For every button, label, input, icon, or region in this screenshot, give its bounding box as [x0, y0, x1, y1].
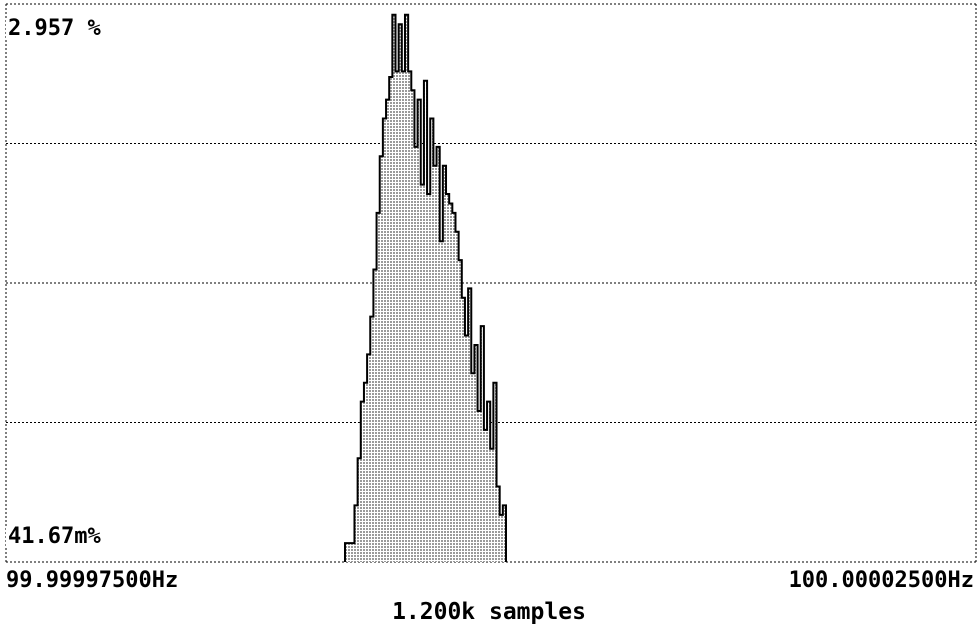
histogram-bar	[363, 382, 368, 562]
histogram-bar	[474, 344, 478, 562]
histogram-bar	[379, 156, 384, 563]
histogram-bar	[452, 212, 456, 562]
histogram-bar	[376, 212, 381, 562]
histogram-bar	[442, 165, 447, 563]
histogram-bar	[354, 505, 358, 562]
histogram-bar	[367, 354, 371, 562]
histogram-outline	[344, 13, 507, 562]
histogram-bar	[471, 373, 475, 562]
histogram-bar	[446, 194, 450, 562]
histogram-bar	[499, 514, 504, 562]
histogram-bar	[360, 401, 365, 562]
histogram-bar	[502, 505, 507, 562]
histogram-bar	[496, 486, 500, 562]
histogram-bar	[436, 146, 441, 563]
histogram-bar	[386, 99, 390, 563]
sample-count-label: 1.200k samples	[392, 599, 586, 625]
histogram-bar	[404, 14, 409, 563]
histogram-bar	[423, 80, 428, 562]
histogram-bar	[392, 14, 396, 563]
histogram-bar	[382, 118, 387, 562]
histogram-bar	[480, 326, 485, 562]
histogram-bar	[461, 297, 466, 562]
histogram-bar	[401, 71, 406, 562]
x-max-label: 100.00002500Hz	[788, 568, 974, 593]
histogram-bar	[455, 231, 459, 562]
histogram-bar	[351, 543, 355, 562]
histogram-bar	[439, 241, 444, 562]
histogram-bar	[420, 184, 425, 563]
histogram-bar	[414, 146, 418, 563]
histogram-bar	[373, 269, 377, 562]
histogram-bar	[433, 165, 437, 563]
histogram-bar	[430, 118, 434, 562]
plot-grid	[5, 3, 977, 563]
histogram-bar	[493, 382, 497, 562]
histogram-bar	[477, 411, 482, 562]
y-min-label: 41.67m%	[6, 524, 103, 549]
histogram-bar	[449, 203, 453, 562]
histogram-bar	[395, 71, 399, 562]
histogram-bar	[348, 543, 352, 562]
histogram-bar	[408, 71, 412, 562]
histogram-bar	[345, 543, 349, 562]
histogram-bar	[487, 401, 491, 562]
x-min-label: 99.99997500Hz	[6, 568, 179, 593]
histogram-bar	[370, 316, 374, 562]
histogram-bar	[389, 77, 393, 562]
histogram-bar	[427, 194, 431, 562]
histogram-bar	[398, 24, 403, 563]
histogram-bar	[464, 335, 469, 562]
histogram-bar	[458, 260, 463, 562]
histogram-bar	[483, 429, 488, 562]
histogram-bar	[411, 90, 415, 562]
histogram-bars	[345, 14, 507, 563]
histogram-bar	[468, 288, 472, 562]
y-max-label: 2.957 %	[6, 16, 103, 41]
histogram-bar	[357, 458, 362, 562]
histogram-bar	[417, 99, 422, 563]
histogram-bar	[490, 448, 494, 562]
